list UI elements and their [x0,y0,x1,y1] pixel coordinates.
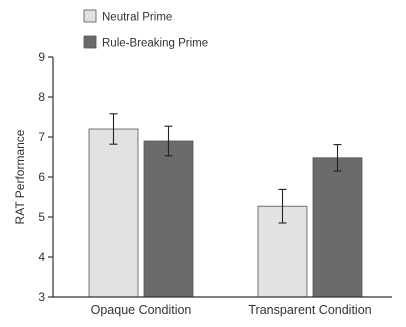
y-axis: 3 4 5 6 7 8 9 [38,50,54,304]
legend-swatch [83,9,97,23]
error-bar [109,113,118,145]
y-tick-label: 9 [38,50,45,64]
legend-swatch [83,35,97,49]
y-tick-label: 3 [38,290,45,304]
x-axis: Opaque Condition Transparent Condition [53,296,392,317]
legend-item-rule-breaking-prime: Rule-Breaking Prime [83,35,208,50]
legend: Neutral Prime Rule-Breaking Prime [83,9,208,50]
y-tick-label: 8 [38,90,45,104]
error-bar [333,144,342,172]
bars [88,128,363,298]
error-bars [109,113,342,224]
legend-label: Rule-Breaking Prime [102,38,208,50]
y-axis-title: RAT Performance [13,129,27,224]
x-category-label: Opaque Condition [91,303,192,317]
y-tick-label: 4 [38,250,45,264]
legend-label: Neutral Prime [102,12,172,24]
bar-neutral-opaque [88,128,139,298]
y-tick-label: 5 [38,210,45,224]
legend-item-neutral-prime: Neutral Prime [83,9,172,24]
x-category-label: Transparent Condition [248,303,371,317]
error-bar [278,188,287,224]
bar-rule-breaking-transparent [312,157,363,298]
error-bar [164,125,173,157]
bar-rule-breaking-opaque [143,140,194,298]
y-tick-label: 7 [38,130,45,144]
y-tick-label: 6 [38,170,45,184]
